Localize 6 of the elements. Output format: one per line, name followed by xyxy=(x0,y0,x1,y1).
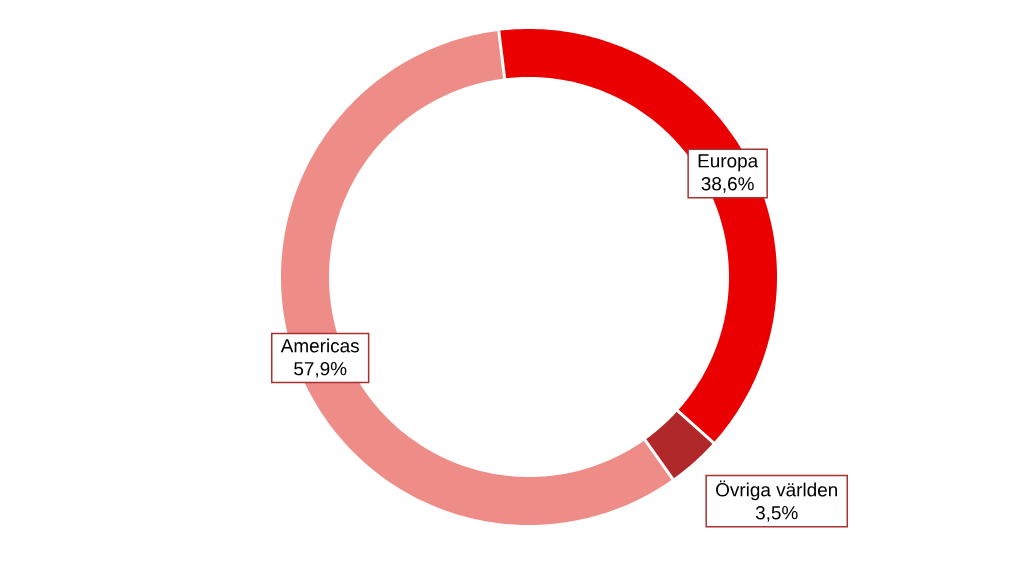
slice-label: Americas xyxy=(280,338,359,353)
data-label: 57,9% xyxy=(294,361,347,378)
slice-label: Europa xyxy=(698,154,759,172)
data-label: 38,6% xyxy=(701,177,754,193)
data-label: 3,5% xyxy=(755,506,798,522)
slice-label: Övriga världen xyxy=(716,480,837,501)
